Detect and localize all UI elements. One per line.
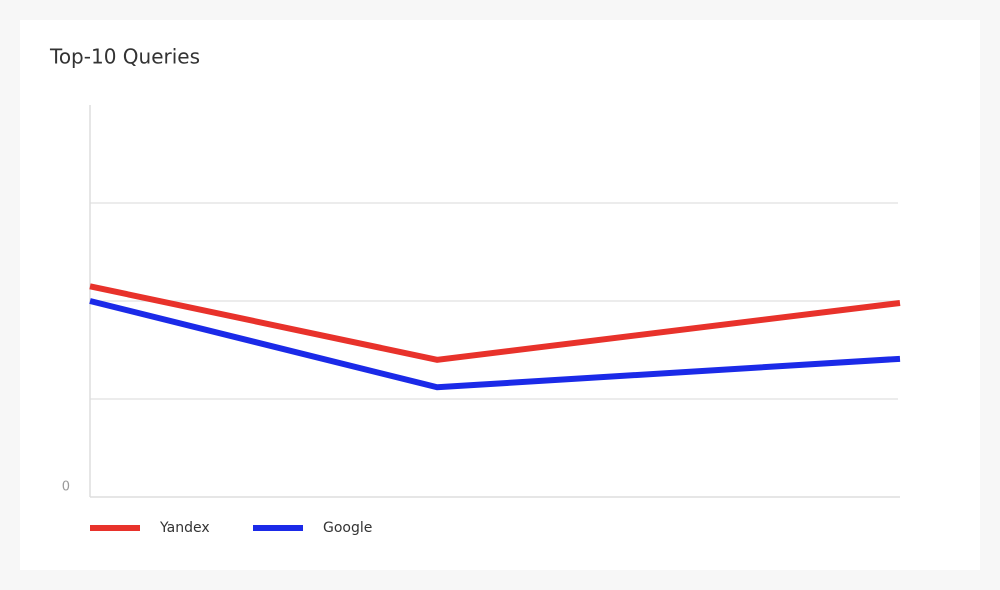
- y-tick-label: 0: [62, 480, 70, 495]
- legend-label: Google: [323, 520, 372, 536]
- chart-title: Top-10 Queries: [49, 45, 200, 69]
- card: [20, 20, 980, 570]
- series-line: [89, 283, 901, 363]
- legend-label: Yandex: [159, 520, 210, 536]
- series-line: [89, 298, 901, 391]
